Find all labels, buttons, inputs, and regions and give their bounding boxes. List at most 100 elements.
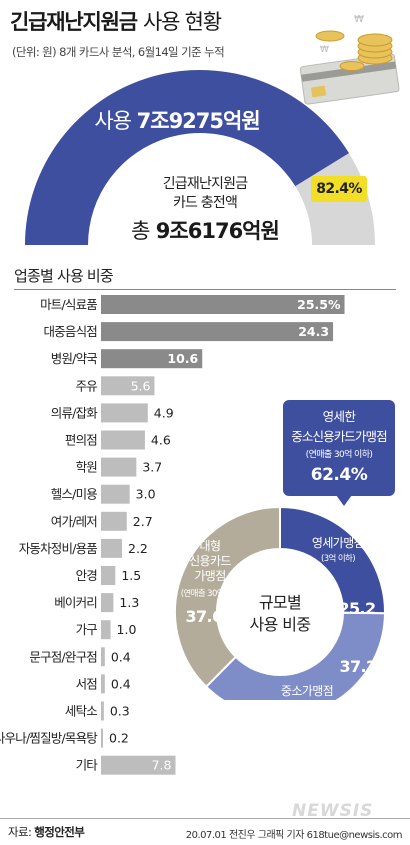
bar-category-label: 서점: [76, 676, 97, 691]
used-amount: 7조9275억원: [136, 109, 261, 133]
donut-center: [223, 555, 337, 669]
slice-name: 신용카드: [189, 554, 231, 568]
bar: [101, 457, 137, 477]
newsis-watermark: NEWSIS: [292, 801, 374, 821]
bar-category-label: 대중음식점: [43, 324, 97, 339]
bar-value-label: 1.0: [117, 622, 137, 637]
bar: [101, 430, 145, 450]
bar-value-label: 24.3: [298, 324, 329, 339]
bar-value-label: 25.5%: [297, 297, 341, 312]
usage-gauge: [25, 69, 375, 245]
callout-line2: 중소신용카드가맹점: [291, 429, 387, 444]
usage-rate-badge: 82.4%: [311, 176, 367, 202]
total-prefix: 총: [131, 219, 150, 243]
slice-name: 영세가맹점: [312, 536, 364, 550]
donut-slice: [174, 505, 281, 689]
bar: [101, 322, 334, 342]
charged-total: 총 9조6176억원: [105, 215, 305, 245]
coins-card-illustration: ₩ ₩: [299, 14, 400, 105]
bar: [101, 538, 123, 558]
bar-category-label: 사우나/찜질방/목욕탕: [0, 731, 98, 746]
bar-category-label: 안경: [76, 568, 97, 583]
bar-value-label: 2.7: [133, 514, 153, 529]
bar-value-label: 2.2: [128, 541, 148, 556]
callout-box: 영세한 중소신용카드가맹점 (연매출 30억 이하) 62.4%: [283, 400, 395, 496]
source-name: 행정안전부: [34, 825, 85, 839]
callout-pointer: [336, 495, 352, 506]
slice-name: 중소가맹점: [281, 684, 333, 698]
slice-value: 37.6: [185, 607, 223, 626]
slice-value: 37.2: [339, 657, 376, 676]
source-prefix: 자료:: [8, 825, 32, 839]
bar: [101, 566, 116, 585]
bar-value-label: 4.9: [154, 405, 174, 420]
bar: [101, 620, 111, 640]
bar-value-label: 0.3: [110, 704, 130, 719]
donut-title: 규모별: [259, 593, 301, 612]
callout-line1: 영세한: [322, 409, 356, 424]
industry-section-title: 업종별 사용 비중: [14, 267, 114, 285]
bar-value-label: 0.4: [111, 649, 131, 664]
charged-label-2: 카드 충전액: [172, 195, 238, 211]
bar-value-label: 5.6: [131, 378, 151, 393]
gauge-fill: [25, 69, 349, 245]
bar: [101, 593, 114, 613]
bar-category-label: 가구: [76, 622, 98, 637]
bar: [101, 484, 130, 504]
bar-value-label: 0.4: [111, 676, 131, 691]
won-sign: ₩: [354, 14, 364, 25]
source-note: 자료: 행정안전부: [8, 824, 85, 840]
credit: 20.07.01 전진우 그래픽 기자 618tue@newsis.com: [185, 830, 403, 841]
title-rest: 사용 현황: [142, 10, 222, 34]
bar-category-label: 헬스/미용: [51, 487, 98, 502]
slice-name: 가맹점: [194, 569, 225, 583]
bar: [101, 674, 105, 694]
bar-value-label: 4.6: [151, 433, 171, 448]
bar: [101, 701, 104, 721]
slice-name: 대형: [200, 539, 221, 553]
bar-category-label: 세탁소: [65, 704, 97, 719]
bar: [101, 755, 176, 775]
slice-sub: (3억 이하): [321, 553, 355, 564]
section-divider: [14, 289, 396, 290]
bar: [101, 349, 203, 369]
bar-category-label: 편의점: [65, 433, 97, 448]
donut-title: 사용 비중: [250, 615, 311, 634]
used-prefix: 사용: [94, 109, 132, 133]
bar-category-label: 학원: [76, 460, 98, 475]
bar-value-label: 1.5: [121, 568, 141, 583]
industry-bar-chart: 마트/식료품 25.5% 대중음식점 24.3 병원/약국 10.6 주유 5.6 의류/잡화 4…: [0, 295, 345, 775]
won-sign: ₩: [320, 45, 329, 55]
bar-value-label: 10.6: [167, 351, 198, 366]
bar-category-label: 의류/잡화: [51, 405, 99, 420]
callout-line3: (연매출 30억 이하): [305, 450, 373, 460]
bar: [101, 403, 148, 423]
bar-value-label: 0.2: [109, 731, 129, 746]
bar-category-label: 베이커리: [54, 595, 97, 610]
slice-sub: (연매출 30억 초과): [181, 588, 244, 599]
bar: [101, 295, 345, 314]
bar-category-label: 자동차정비/용품: [19, 541, 98, 556]
page-title: 긴급재난지원금 사용 현황: [10, 6, 222, 36]
bar: [101, 647, 105, 667]
subtitle: (단위: 원) 8개 카드사 분석, 6월14일 기준 누적: [12, 45, 225, 59]
bar: [101, 728, 103, 748]
bar-value-label: 3.0: [136, 487, 156, 502]
bar: [101, 511, 127, 531]
bar: [101, 376, 155, 396]
bar-category-label: 기타: [76, 758, 99, 773]
charged-label-1: 긴급재난지원금: [162, 176, 248, 192]
bar-value-label: 7.8: [152, 758, 172, 773]
slice-value: 25.2: [338, 599, 375, 618]
bar-category-label: 여가/레저: [51, 514, 97, 529]
bar-value-label: 1.3: [119, 595, 139, 610]
donut-slice: [204, 611, 387, 700]
bar-category-label: 마트/식료품: [40, 297, 97, 312]
bar-value-label: 3.7: [142, 460, 162, 475]
used-amount-label: 사용 7조9275억원: [72, 105, 282, 135]
title-bold: 긴급재난지원금: [10, 10, 138, 34]
total-amount: 9조6176억원: [155, 219, 280, 243]
bar-category-label: 문구점/완구점: [29, 649, 97, 664]
bar-category-label: 병원/약국: [51, 351, 98, 366]
